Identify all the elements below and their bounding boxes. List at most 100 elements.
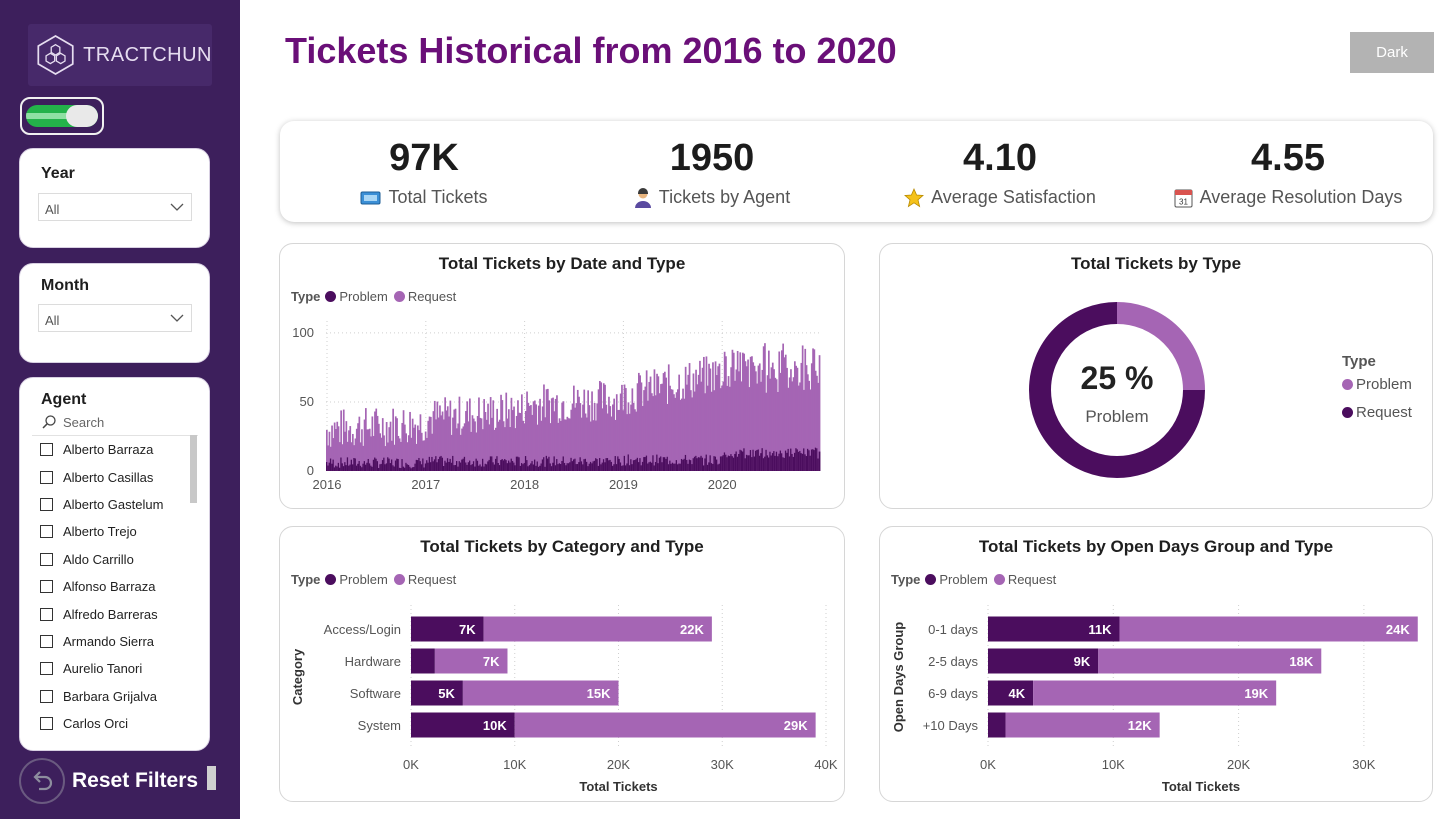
request-bar xyxy=(563,419,566,471)
request-bar xyxy=(565,419,567,471)
agent-list-item[interactable]: Alberto Gastelum xyxy=(32,491,198,518)
agent-list-item[interactable]: Carlos Orci xyxy=(32,710,198,737)
request-bar xyxy=(634,409,636,471)
request-bar xyxy=(448,416,450,471)
agent-list-item[interactable]: Armando Sierra xyxy=(32,628,198,655)
problem-bar xyxy=(337,462,340,471)
agent-list-item[interactable]: Alfredo Barreras xyxy=(32,600,198,627)
month-filter-label: Month xyxy=(41,277,89,294)
agent-checkbox[interactable] xyxy=(40,607,53,621)
request-bar xyxy=(794,361,796,471)
agent-name: Alberto Trejo xyxy=(63,524,137,540)
legend-item-request[interactable]: Request xyxy=(1342,404,1412,421)
request-bar xyxy=(641,405,644,471)
legend-item-request[interactable]: Request xyxy=(393,572,456,587)
request-bar xyxy=(748,387,751,471)
problem-bar xyxy=(631,464,634,471)
agent-checkbox[interactable] xyxy=(40,525,53,539)
x-tick-label: 2017 xyxy=(411,477,440,492)
agent-checkbox[interactable] xyxy=(40,580,53,594)
request-bar xyxy=(366,429,368,471)
category-label: +10 Days xyxy=(923,718,979,733)
problem-bar xyxy=(365,464,367,471)
agent-search[interactable]: Search xyxy=(41,414,104,430)
agent-name: Carlos Orci xyxy=(63,716,129,732)
problem-bar xyxy=(609,459,612,471)
problem-bar xyxy=(371,466,374,471)
year-filter-card: Year All xyxy=(19,148,210,248)
year-dropdown[interactable]: All xyxy=(38,193,192,221)
request-bar xyxy=(640,382,643,471)
request-bar xyxy=(441,411,444,471)
request-data-label: 22K xyxy=(680,622,704,637)
request-bar xyxy=(484,411,487,471)
agent-checkbox[interactable] xyxy=(40,443,53,457)
month-dropdown[interactable]: All xyxy=(38,304,192,332)
agent-checkbox[interactable] xyxy=(40,470,53,484)
agent-checkbox[interactable] xyxy=(40,717,53,731)
agent-checkbox[interactable] xyxy=(40,634,53,648)
request-bar xyxy=(561,402,563,471)
request-bar xyxy=(575,403,578,471)
time-series-plot: 0 50 100 2016 2017 2018 2019 2020 xyxy=(292,321,821,492)
problem-bar xyxy=(618,458,621,471)
legend-title: Type xyxy=(891,572,921,587)
request-bar xyxy=(396,418,398,471)
request-bar xyxy=(552,397,554,471)
request-bar xyxy=(595,420,597,471)
search-input[interactable]: Search xyxy=(63,414,105,430)
problem-bar xyxy=(799,450,801,471)
request-bar xyxy=(786,367,788,471)
legend-item-problem[interactable]: Problem xyxy=(1342,376,1412,393)
chart-legend: Type Problem Request xyxy=(291,289,462,304)
legend-item-problem[interactable]: Problem xyxy=(325,289,388,304)
reset-filters-button[interactable]: Reset Filters xyxy=(19,758,219,804)
problem-bar xyxy=(384,464,387,471)
request-bar xyxy=(805,365,808,471)
problem-bar xyxy=(784,450,787,471)
agent-list-item[interactable]: Barbara Grijalva xyxy=(32,683,198,710)
legend-item-request[interactable]: Request xyxy=(993,572,1056,587)
toggle-knob xyxy=(66,105,98,127)
problem-bar xyxy=(411,712,515,738)
request-bar xyxy=(622,410,625,471)
agent-checkbox[interactable] xyxy=(40,689,53,703)
request-bar xyxy=(375,408,378,471)
agent-checkbox[interactable] xyxy=(40,552,53,566)
agent-checkbox[interactable] xyxy=(40,662,53,676)
problem-bar xyxy=(576,464,579,471)
legend-item-problem[interactable]: Problem xyxy=(325,572,388,587)
problem-bar xyxy=(692,458,695,471)
request-bar xyxy=(605,404,608,471)
request-bar xyxy=(774,377,777,471)
problem-bar xyxy=(748,455,751,471)
request-bar xyxy=(411,418,414,471)
request-bar xyxy=(389,421,392,471)
request-bar xyxy=(560,420,562,471)
agent-list-item[interactable]: Alfonso Barraza xyxy=(32,573,198,600)
agent-checkbox[interactable] xyxy=(40,497,53,511)
legend-item-problem[interactable]: Problem xyxy=(925,572,988,587)
problem-bar xyxy=(700,455,703,471)
problem-bar xyxy=(583,459,586,471)
reset-scroll-indicator xyxy=(207,766,216,790)
agent-list-item[interactable]: Aurelio Tanori xyxy=(32,655,198,682)
request-bar xyxy=(415,443,418,471)
problem-bar xyxy=(615,464,618,471)
agent-list-item[interactable]: Aldo Carrillo xyxy=(32,546,198,573)
problem-bar xyxy=(392,465,394,471)
theme-toggle[interactable] xyxy=(20,97,104,135)
request-bar xyxy=(753,365,756,471)
problem-bar xyxy=(752,449,755,471)
agent-list-item[interactable]: Alberto Barraza xyxy=(32,436,198,463)
undo-icon xyxy=(19,758,65,804)
agent-list-item[interactable]: Alberto Trejo xyxy=(32,518,198,545)
legend-item-request[interactable]: Request xyxy=(393,289,456,304)
request-bar xyxy=(434,648,508,674)
dark-mode-button[interactable]: Dark xyxy=(1350,32,1434,73)
request-bar xyxy=(792,377,795,471)
agent-list-scrollbar[interactable] xyxy=(190,435,197,503)
agent-list-item[interactable]: Alberto Casillas xyxy=(32,463,198,490)
request-bar xyxy=(586,417,588,471)
request-bar xyxy=(437,417,440,471)
